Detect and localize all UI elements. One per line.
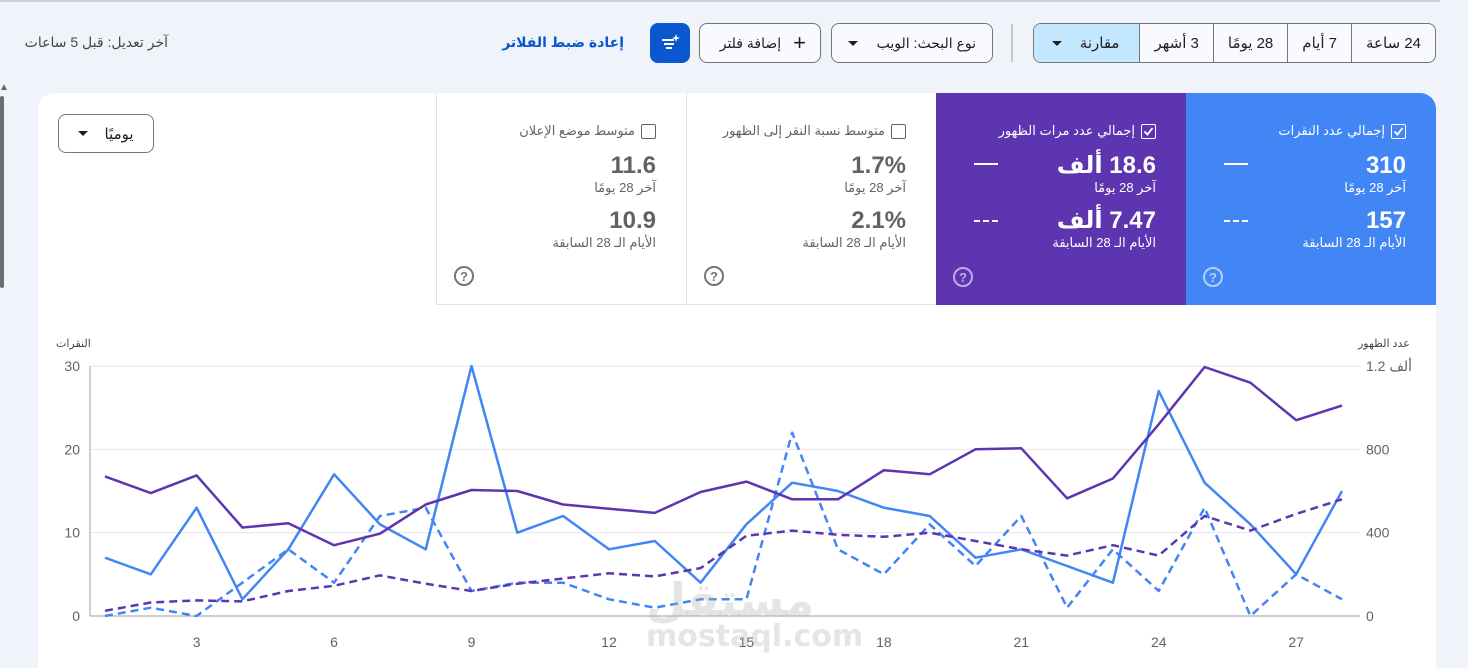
svg-text:20: 20 [64, 441, 80, 457]
svg-text:6: 6 [330, 634, 338, 650]
right-axis-title: عدد الظهور [1358, 338, 1410, 350]
legend-dashed-line [974, 220, 998, 222]
smart-filter-button[interactable] [650, 23, 690, 63]
date-range-7d[interactable]: 7 أيام [1287, 24, 1351, 62]
checkbox-unchecked-icon[interactable] [641, 123, 656, 139]
left-axis-title: النقرات [56, 338, 91, 350]
chevron-down-icon [848, 40, 858, 46]
series-line [104, 365, 1343, 547]
plus-icon: + [793, 30, 806, 55]
metric-average-position[interactable]: متوسط موضع الإعلان 11.6 آخر 28 يومًا 10.… [436, 93, 686, 305]
date-range-24h[interactable]: 24 ساعة [1351, 24, 1435, 62]
toolbar: 24 ساعة 7 أيام 28 يومًا 3 أشهر مقارنة نو… [0, 22, 1468, 64]
help-icon[interactable]: ? [1203, 267, 1223, 287]
toolbar-divider [1011, 24, 1013, 62]
svg-text:10: 10 [64, 525, 80, 541]
svg-text:12: 12 [601, 634, 617, 650]
svg-text:30: 30 [64, 358, 80, 374]
scrollbar-thumb[interactable] [0, 96, 4, 288]
svg-text:21: 21 [1014, 634, 1030, 650]
compare-dropdown[interactable]: مقارنة [1033, 24, 1140, 62]
metric-total-clicks[interactable]: إجمالي عدد النقرات 310 آخر 28 يومًا 157 … [1186, 93, 1436, 305]
date-range-selector: 24 ساعة 7 أيام 28 يومًا 3 أشهر مقارنة [1032, 23, 1436, 63]
chevron-down-icon [1051, 40, 1062, 46]
help-icon[interactable]: ? [454, 266, 474, 286]
svg-text:18: 18 [876, 634, 892, 650]
svg-text:24: 24 [1151, 634, 1167, 650]
performance-card: يوميًا إجمالي عدد النقرات 310 آخر 28 يوم… [38, 93, 1436, 668]
filter-sparkle-icon [662, 34, 680, 49]
add-filter-button[interactable]: + إضافة فلتر [699, 23, 821, 63]
svg-text:9: 9 [468, 634, 476, 650]
date-range-28d[interactable]: 28 يومًا [1212, 24, 1287, 62]
svg-text:27: 27 [1288, 634, 1304, 650]
metric-total-impressions[interactable]: إجمالي عدد مرات الظهور 18.6 ألف آخر 28 ي… [936, 93, 1186, 305]
date-range-3m[interactable]: 3 أشهر [1139, 24, 1212, 62]
svg-text:1.2 ألف: 1.2 ألف [1366, 356, 1412, 374]
last-edited-text: آخر تعديل: قبل 5 ساعات [24, 34, 168, 50]
svg-text:15: 15 [739, 634, 755, 650]
checkbox-checked-icon[interactable] [1141, 123, 1156, 139]
metric-average-ctr[interactable]: متوسط نسبة النقر إلى الظهور 1.7% آخر 28 … [686, 93, 936, 305]
reset-filters-link[interactable]: إعادة ضبط الفلاتر [502, 34, 624, 50]
performance-chart: النقرات عدد الظهور 0 10 20 30 0 400 800 1.2 ألف… [38, 323, 1436, 668]
svg-text:0: 0 [1366, 608, 1374, 624]
help-icon[interactable]: ? [953, 267, 973, 287]
svg-text:0: 0 [72, 608, 80, 624]
chevron-down-icon [78, 131, 89, 136]
help-icon[interactable]: ? [704, 266, 724, 286]
legend-solid-line [1224, 163, 1248, 165]
svg-text:800: 800 [1366, 441, 1390, 457]
checkbox-unchecked-icon[interactable] [891, 123, 906, 139]
scroll-up-icon[interactable]: ▲ [0, 82, 9, 93]
svg-text:400: 400 [1366, 525, 1390, 541]
series-line [104, 364, 1344, 601]
top-divider [0, 0, 1440, 2]
search-type-dropdown[interactable]: نوع البحث: الويب [831, 23, 993, 63]
checkbox-checked-icon[interactable] [1391, 123, 1406, 139]
series-line [104, 431, 1343, 618]
period-dropdown[interactable]: يوميًا [58, 114, 154, 153]
legend-dashed-line [1224, 220, 1248, 222]
series-line [104, 498, 1343, 613]
svg-text:3: 3 [193, 634, 201, 650]
legend-solid-line [974, 163, 998, 165]
line-chart[interactable]: 0 10 20 30 0 400 800 1.2 ألف 3 6 9 12 15 18 21 24 27 [38, 323, 1436, 668]
